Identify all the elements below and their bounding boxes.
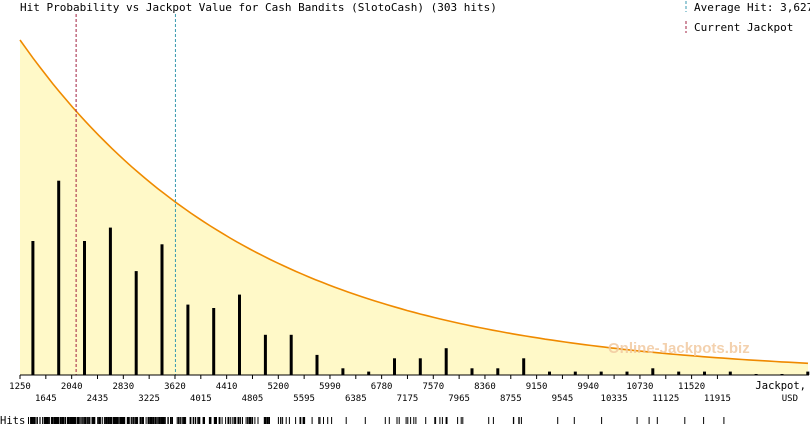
hit-bar <box>496 368 500 375</box>
hit-bar <box>444 348 448 375</box>
hit-bar <box>367 371 371 375</box>
hits-label: Hits <box>0 415 25 425</box>
hit-bar <box>599 371 603 375</box>
hit-bar <box>393 358 396 376</box>
x-tick-label: 10730 <box>626 382 653 392</box>
x-tick-label: 3620 <box>164 382 186 392</box>
curve-fill <box>20 40 808 375</box>
hit-bar <box>806 371 810 375</box>
chart-title: Hit Probability vs Jackpot Value for Cas… <box>20 1 497 14</box>
x-tick-label: 1250 <box>9 382 31 392</box>
probability-curve <box>19 39 809 365</box>
watermark: Online-Jackpots.biz <box>608 340 750 357</box>
x-tick-label: 5990 <box>319 382 341 392</box>
hit-bar <box>315 354 319 375</box>
hit-bar <box>31 241 35 375</box>
x-tick-label: 9150 <box>526 382 548 392</box>
hit-bar <box>83 241 86 375</box>
x-tick-label: 7965 <box>448 394 470 404</box>
x-axis-label-line1: Jackpot, <box>755 380 806 392</box>
lines-layer <box>75 14 176 375</box>
legend-current-jackpot: Current Jackpot <box>694 21 793 34</box>
hit-bar <box>289 334 293 375</box>
hit-bar <box>238 294 241 375</box>
x-tick-label: 11915 <box>704 394 731 404</box>
hit-bar <box>677 371 681 375</box>
hit-bar <box>728 371 732 375</box>
x-tick-label: 11125 <box>652 394 679 404</box>
hit-bar <box>651 368 655 375</box>
x-tick-label: 6385 <box>345 394 367 404</box>
x-tick-label: 11520 <box>678 382 705 392</box>
hit-bar <box>341 368 345 375</box>
hit-bar <box>548 371 551 375</box>
x-tick-label: 9545 <box>552 394 574 404</box>
x-tick-label: 4015 <box>190 394 212 404</box>
x-tick-label: 5200 <box>267 382 289 392</box>
x-tick-label: 1645 <box>35 394 57 404</box>
hit-bar <box>108 227 112 375</box>
hit-bar <box>573 371 577 375</box>
hit-bar <box>160 244 164 375</box>
hit-bar <box>212 308 216 375</box>
x-tick-label: 9940 <box>577 382 599 392</box>
x-tick-label: 2040 <box>61 382 83 392</box>
x-tick-label: 6780 <box>371 382 393 392</box>
hit-bar <box>470 368 474 375</box>
x-tick-label: 5595 <box>293 394 315 404</box>
hit-bar <box>57 180 61 375</box>
x-tick-label: 8360 <box>474 382 496 392</box>
x-tick-label: 3225 <box>138 394 160 404</box>
x-tick-label: 4805 <box>242 394 264 404</box>
hits-rug <box>28 417 725 424</box>
curve-layer <box>19 39 809 375</box>
bars-layer <box>31 180 810 376</box>
hit-bar <box>703 371 706 375</box>
x-tick-label: 7175 <box>397 394 419 404</box>
hit-bar <box>418 358 422 376</box>
x-tick-label: 2830 <box>112 382 134 392</box>
x-tick-label: 2435 <box>87 394 109 404</box>
hit-bar <box>522 358 526 376</box>
x-tick-label: 8755 <box>500 394 522 404</box>
hit-bar <box>625 371 629 375</box>
hit-bar <box>186 304 190 375</box>
x-tick-label: 10335 <box>601 394 628 404</box>
x-tick-label: 4410 <box>216 382 238 392</box>
x-axis-label-line2: USD <box>782 394 798 404</box>
hit-bar <box>263 334 267 375</box>
legend-average-hit: Average Hit: 3,627 <box>694 1 810 14</box>
hit-bar <box>134 271 138 375</box>
x-tick-label: 7570 <box>422 382 444 392</box>
